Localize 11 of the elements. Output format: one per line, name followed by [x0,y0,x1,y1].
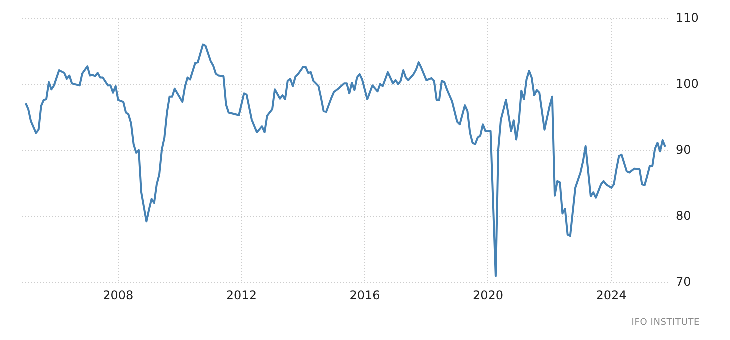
y-tick-label: 80 [676,209,692,224]
x-tick-label: 2016 [350,288,380,302]
x-tick-label: 2008 [103,288,134,302]
x-tick-label: 2012 [226,288,257,302]
y-tick-label: 100 [676,77,699,92]
x-tick-label: 2024 [596,288,627,302]
y-tick-label: 90 [676,143,692,158]
x-tick-label: 2020 [472,288,504,302]
y-tick-label: 110 [676,11,699,26]
text: IFO INSTITUTE [632,318,700,328]
y-tick-label: 70 [676,275,692,290]
